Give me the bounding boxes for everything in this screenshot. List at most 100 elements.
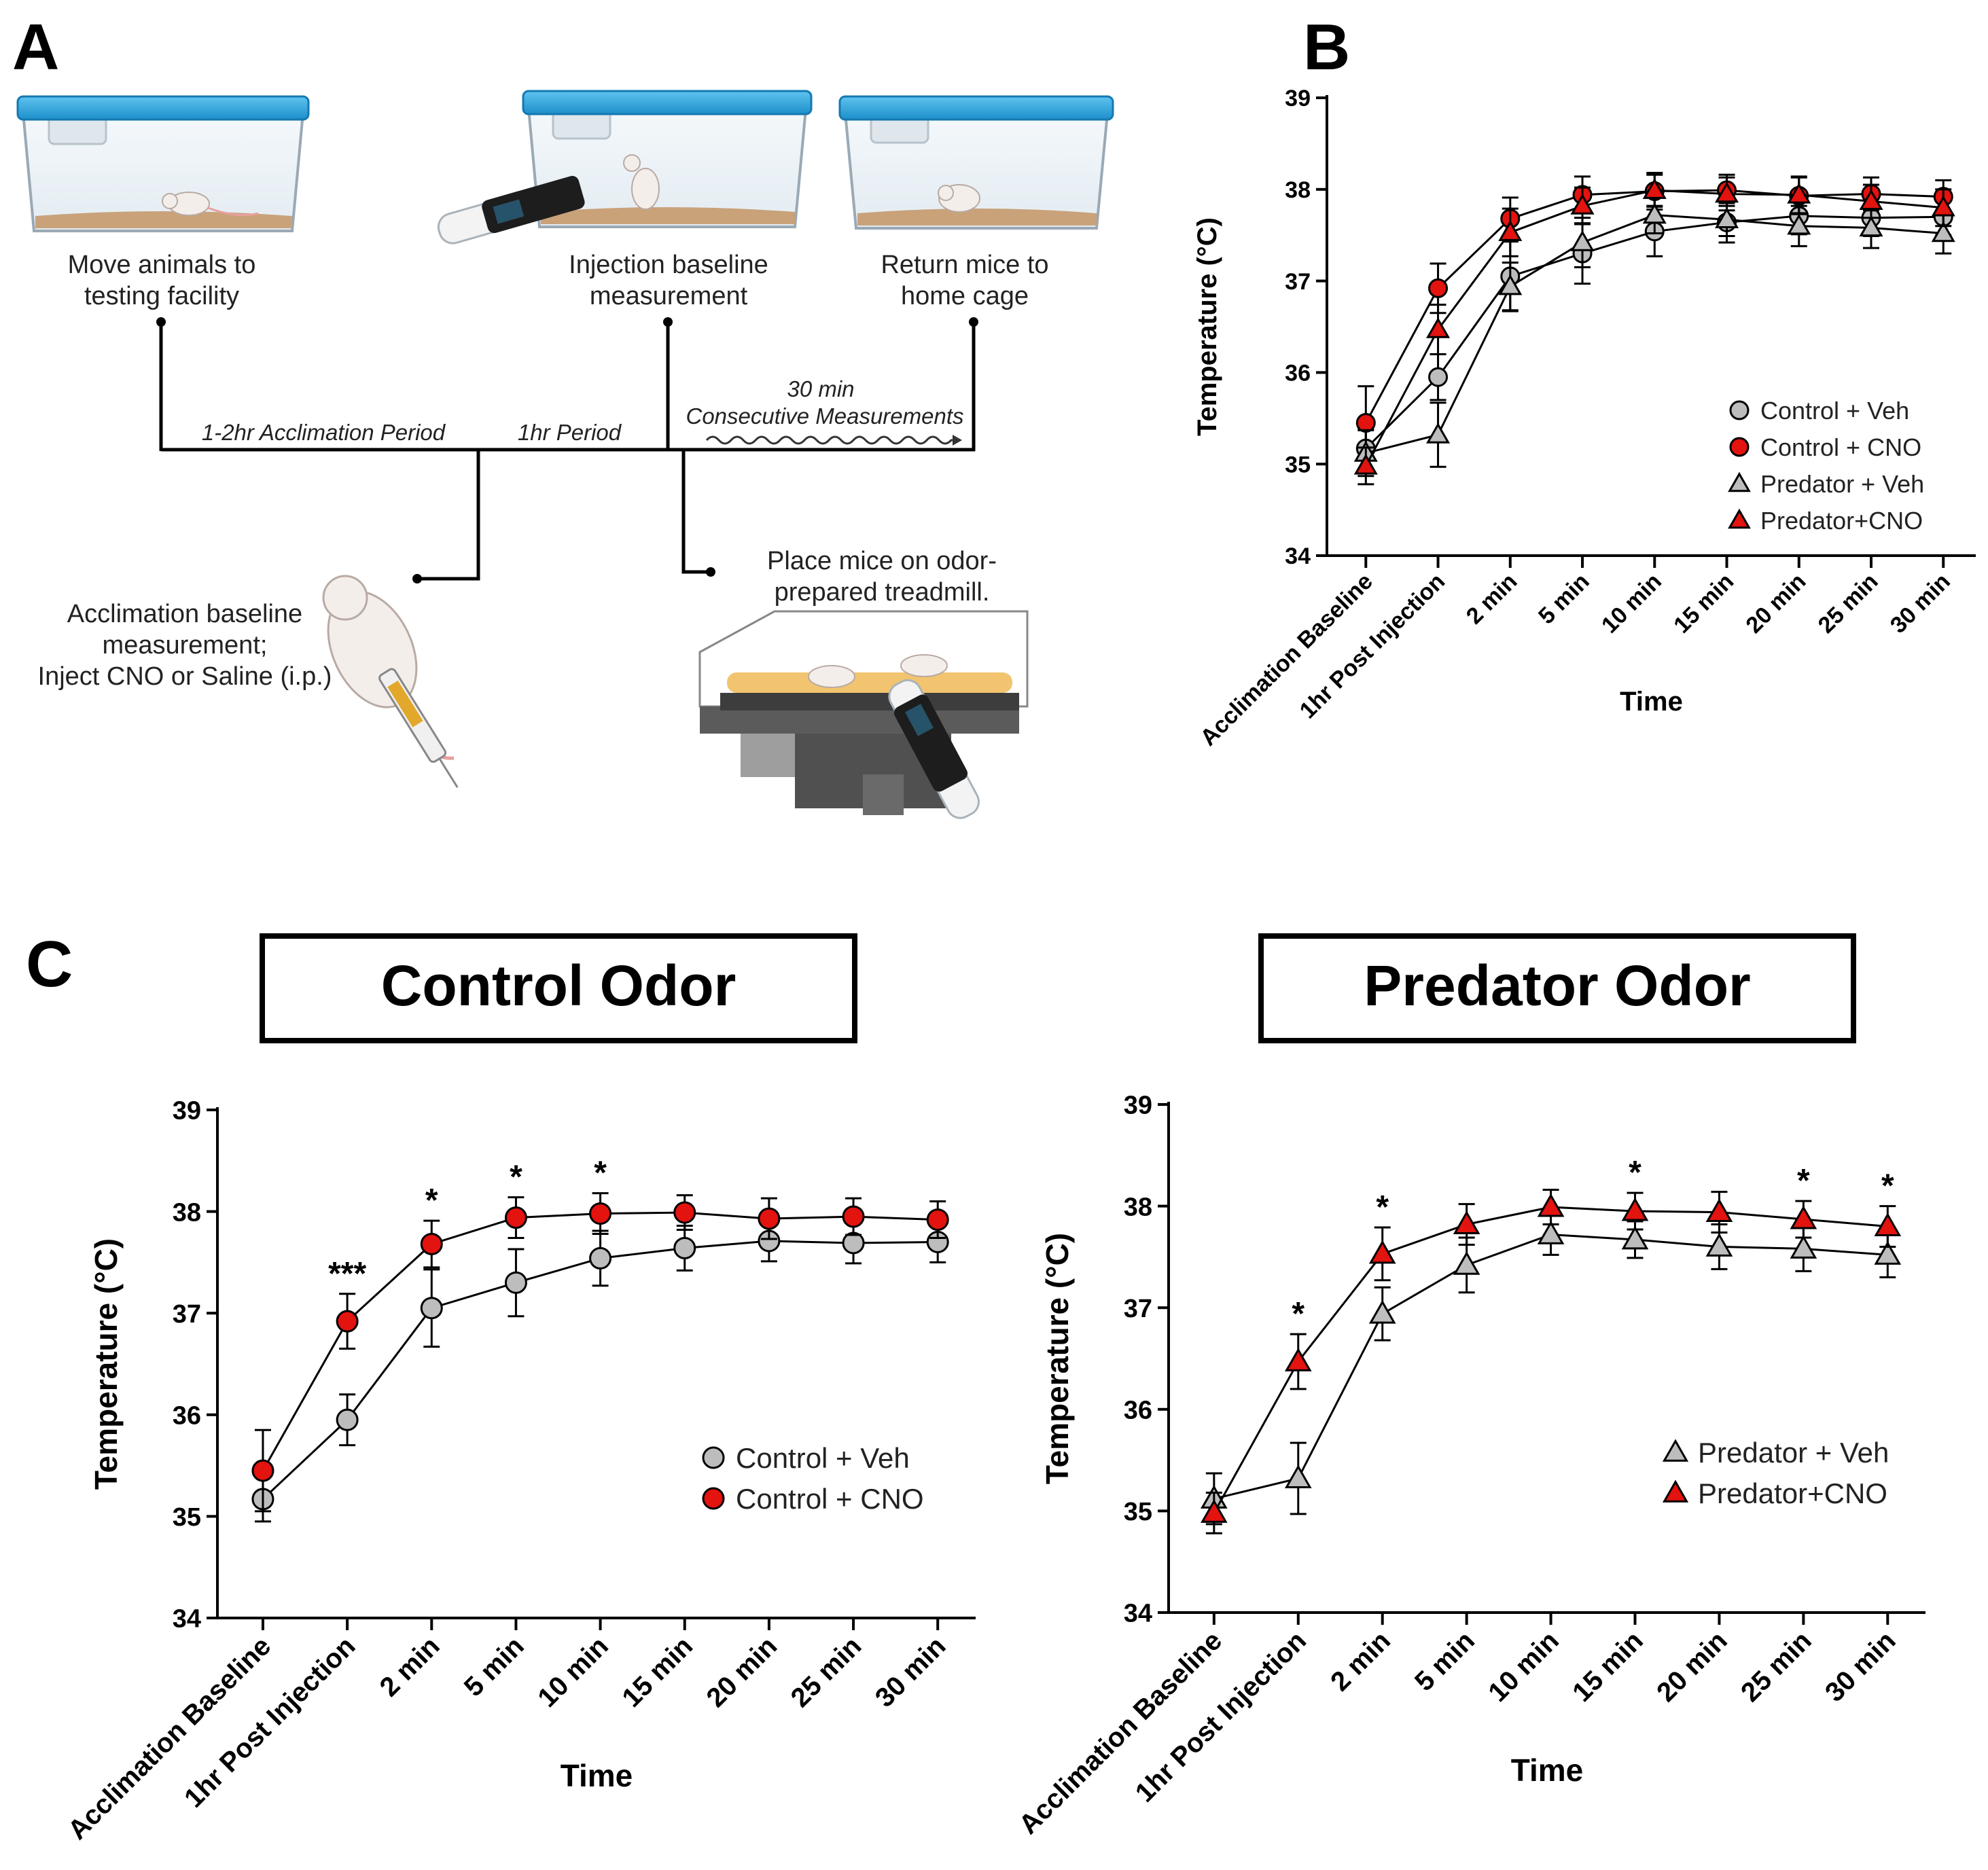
data-point — [758, 1207, 781, 1230]
data-point — [1368, 1240, 1396, 1264]
legend-label: Predator + Veh — [1698, 1437, 1889, 1469]
data-point — [1705, 1233, 1733, 1257]
chart-title-predator: Predator Odor — [1364, 954, 1750, 1018]
legend-marker — [1728, 471, 1751, 492]
data-point — [1621, 1225, 1649, 1250]
data-point — [1284, 1464, 1312, 1488]
cage-illustration-1 — [16, 95, 310, 232]
data-point — [1498, 274, 1523, 295]
data-point — [336, 1408, 359, 1431]
significance-marker: * — [425, 1183, 438, 1219]
x-tick-label: 15 min — [1567, 1625, 1649, 1708]
y-tick-label: 35 — [173, 1503, 201, 1532]
consecutive-label-line2: Consecutive Measurements — [686, 403, 963, 429]
legend-label: Control + Veh — [736, 1442, 910, 1474]
treadmill-illustration — [698, 610, 1029, 819]
series-control-cno — [251, 1192, 949, 1513]
acclimation-period-label: 1-2hr Acclimation Period — [202, 420, 446, 445]
data-point — [336, 1310, 359, 1333]
data-point — [1426, 422, 1451, 444]
legend-label: Control + CNO — [1760, 433, 1921, 461]
data-point — [1931, 195, 1955, 217]
data-point — [1498, 220, 1523, 241]
data-point — [1284, 1348, 1312, 1371]
y-tick-label: 35 — [1124, 1498, 1152, 1526]
place-mice-line1: Place mice on odor- — [767, 547, 997, 575]
series-control-veh — [251, 1219, 949, 1523]
data-point — [673, 1236, 696, 1259]
x-tick-label: 30 min — [1885, 569, 1955, 639]
y-tick-label: 34 — [1285, 543, 1311, 569]
x-tick-label: 10 min — [1597, 569, 1667, 639]
significance-marker: * — [1629, 1155, 1641, 1191]
legend: Predator + Veh Predator+CNO — [1662, 1437, 1889, 1509]
legend-label: Control + CNO — [736, 1483, 924, 1515]
y-tick-label: 37 — [173, 1300, 201, 1329]
panel-letter-c: C — [26, 928, 73, 1001]
data-point — [589, 1246, 612, 1270]
x-tick-label: 10 min — [1483, 1625, 1565, 1708]
data-point — [1453, 1210, 1480, 1234]
legend-label: Predator + Veh — [1760, 470, 1924, 498]
y-tick-label: 38 — [1124, 1193, 1152, 1221]
wavy-arrow — [705, 435, 955, 445]
y-tick-label: 38 — [173, 1198, 201, 1227]
data-point — [1931, 221, 1955, 242]
y-tick-label: 39 — [173, 1097, 201, 1126]
legend-marker — [702, 1446, 725, 1469]
data-point — [1714, 181, 1739, 203]
data-point — [1201, 1499, 1228, 1523]
x-tick-label: 20 min — [701, 1631, 783, 1713]
legend-marker — [1662, 1479, 1689, 1503]
data-point — [504, 1271, 527, 1294]
x-tick-label: 2 min — [1461, 569, 1523, 630]
y-tick-label: 36 — [1124, 1396, 1152, 1424]
significance-marker: * — [1292, 1296, 1304, 1332]
x-tick-label: 25 min — [1813, 569, 1883, 639]
acclimation-baseline-line2: measurement; — [103, 631, 268, 660]
data-point — [1428, 278, 1449, 298]
panel-letter-b: B — [1303, 11, 1350, 84]
x-tick-label: 2 min — [1325, 1625, 1396, 1697]
x-tick-label: 10 min — [532, 1631, 614, 1713]
y-axis-label: Temperature (°C) — [88, 1238, 124, 1490]
y-tick-label: 36 — [1285, 361, 1311, 386]
significance-marker: * — [1376, 1189, 1389, 1225]
data-point — [420, 1232, 443, 1255]
hour-period-label: 1hr Period — [518, 420, 622, 445]
x-axis-label: Time — [1620, 687, 1683, 717]
cage-illustration-2 — [437, 90, 813, 245]
y-tick-label: 39 — [1124, 1092, 1152, 1120]
significance-marker: * — [510, 1159, 522, 1195]
x-tick-label: 2 min — [374, 1631, 446, 1702]
series-predator-veh — [1201, 1213, 1902, 1526]
legend-label: Predator+CNO — [1698, 1477, 1887, 1509]
x-axis-label: Time — [561, 1758, 633, 1793]
acclimation-baseline-line3: Inject CNO or Saline (i.p.) — [38, 662, 332, 691]
data-point — [1642, 178, 1667, 199]
data-point — [1428, 367, 1449, 387]
data-point — [1787, 182, 1811, 204]
y-tick-label: 34 — [1124, 1600, 1152, 1628]
legend-label: Predator+CNO — [1760, 507, 1923, 535]
x-tick-label: 25 min — [785, 1631, 868, 1713]
data-point — [589, 1202, 612, 1225]
step-injection-line1: Injection baseline — [569, 251, 768, 279]
legend-label: Control + Veh — [1760, 397, 1909, 425]
x-tick-label: 30 min — [1820, 1625, 1902, 1708]
y-tick-label: 36 — [173, 1401, 201, 1430]
significance-marker: * — [1881, 1168, 1894, 1204]
data-point — [842, 1205, 865, 1228]
panel-letter-a: A — [12, 11, 59, 84]
y-axis-label: Temperature (°C) — [1192, 217, 1222, 436]
y-tick-label: 35 — [1285, 452, 1311, 478]
significance-marker: * — [1797, 1163, 1810, 1199]
data-point — [1453, 1251, 1480, 1275]
data-point — [1570, 194, 1595, 215]
data-point — [1705, 1198, 1733, 1223]
x-tick-label: 15 min — [616, 1631, 698, 1713]
data-point — [1714, 207, 1739, 228]
data-point — [1353, 453, 1378, 475]
